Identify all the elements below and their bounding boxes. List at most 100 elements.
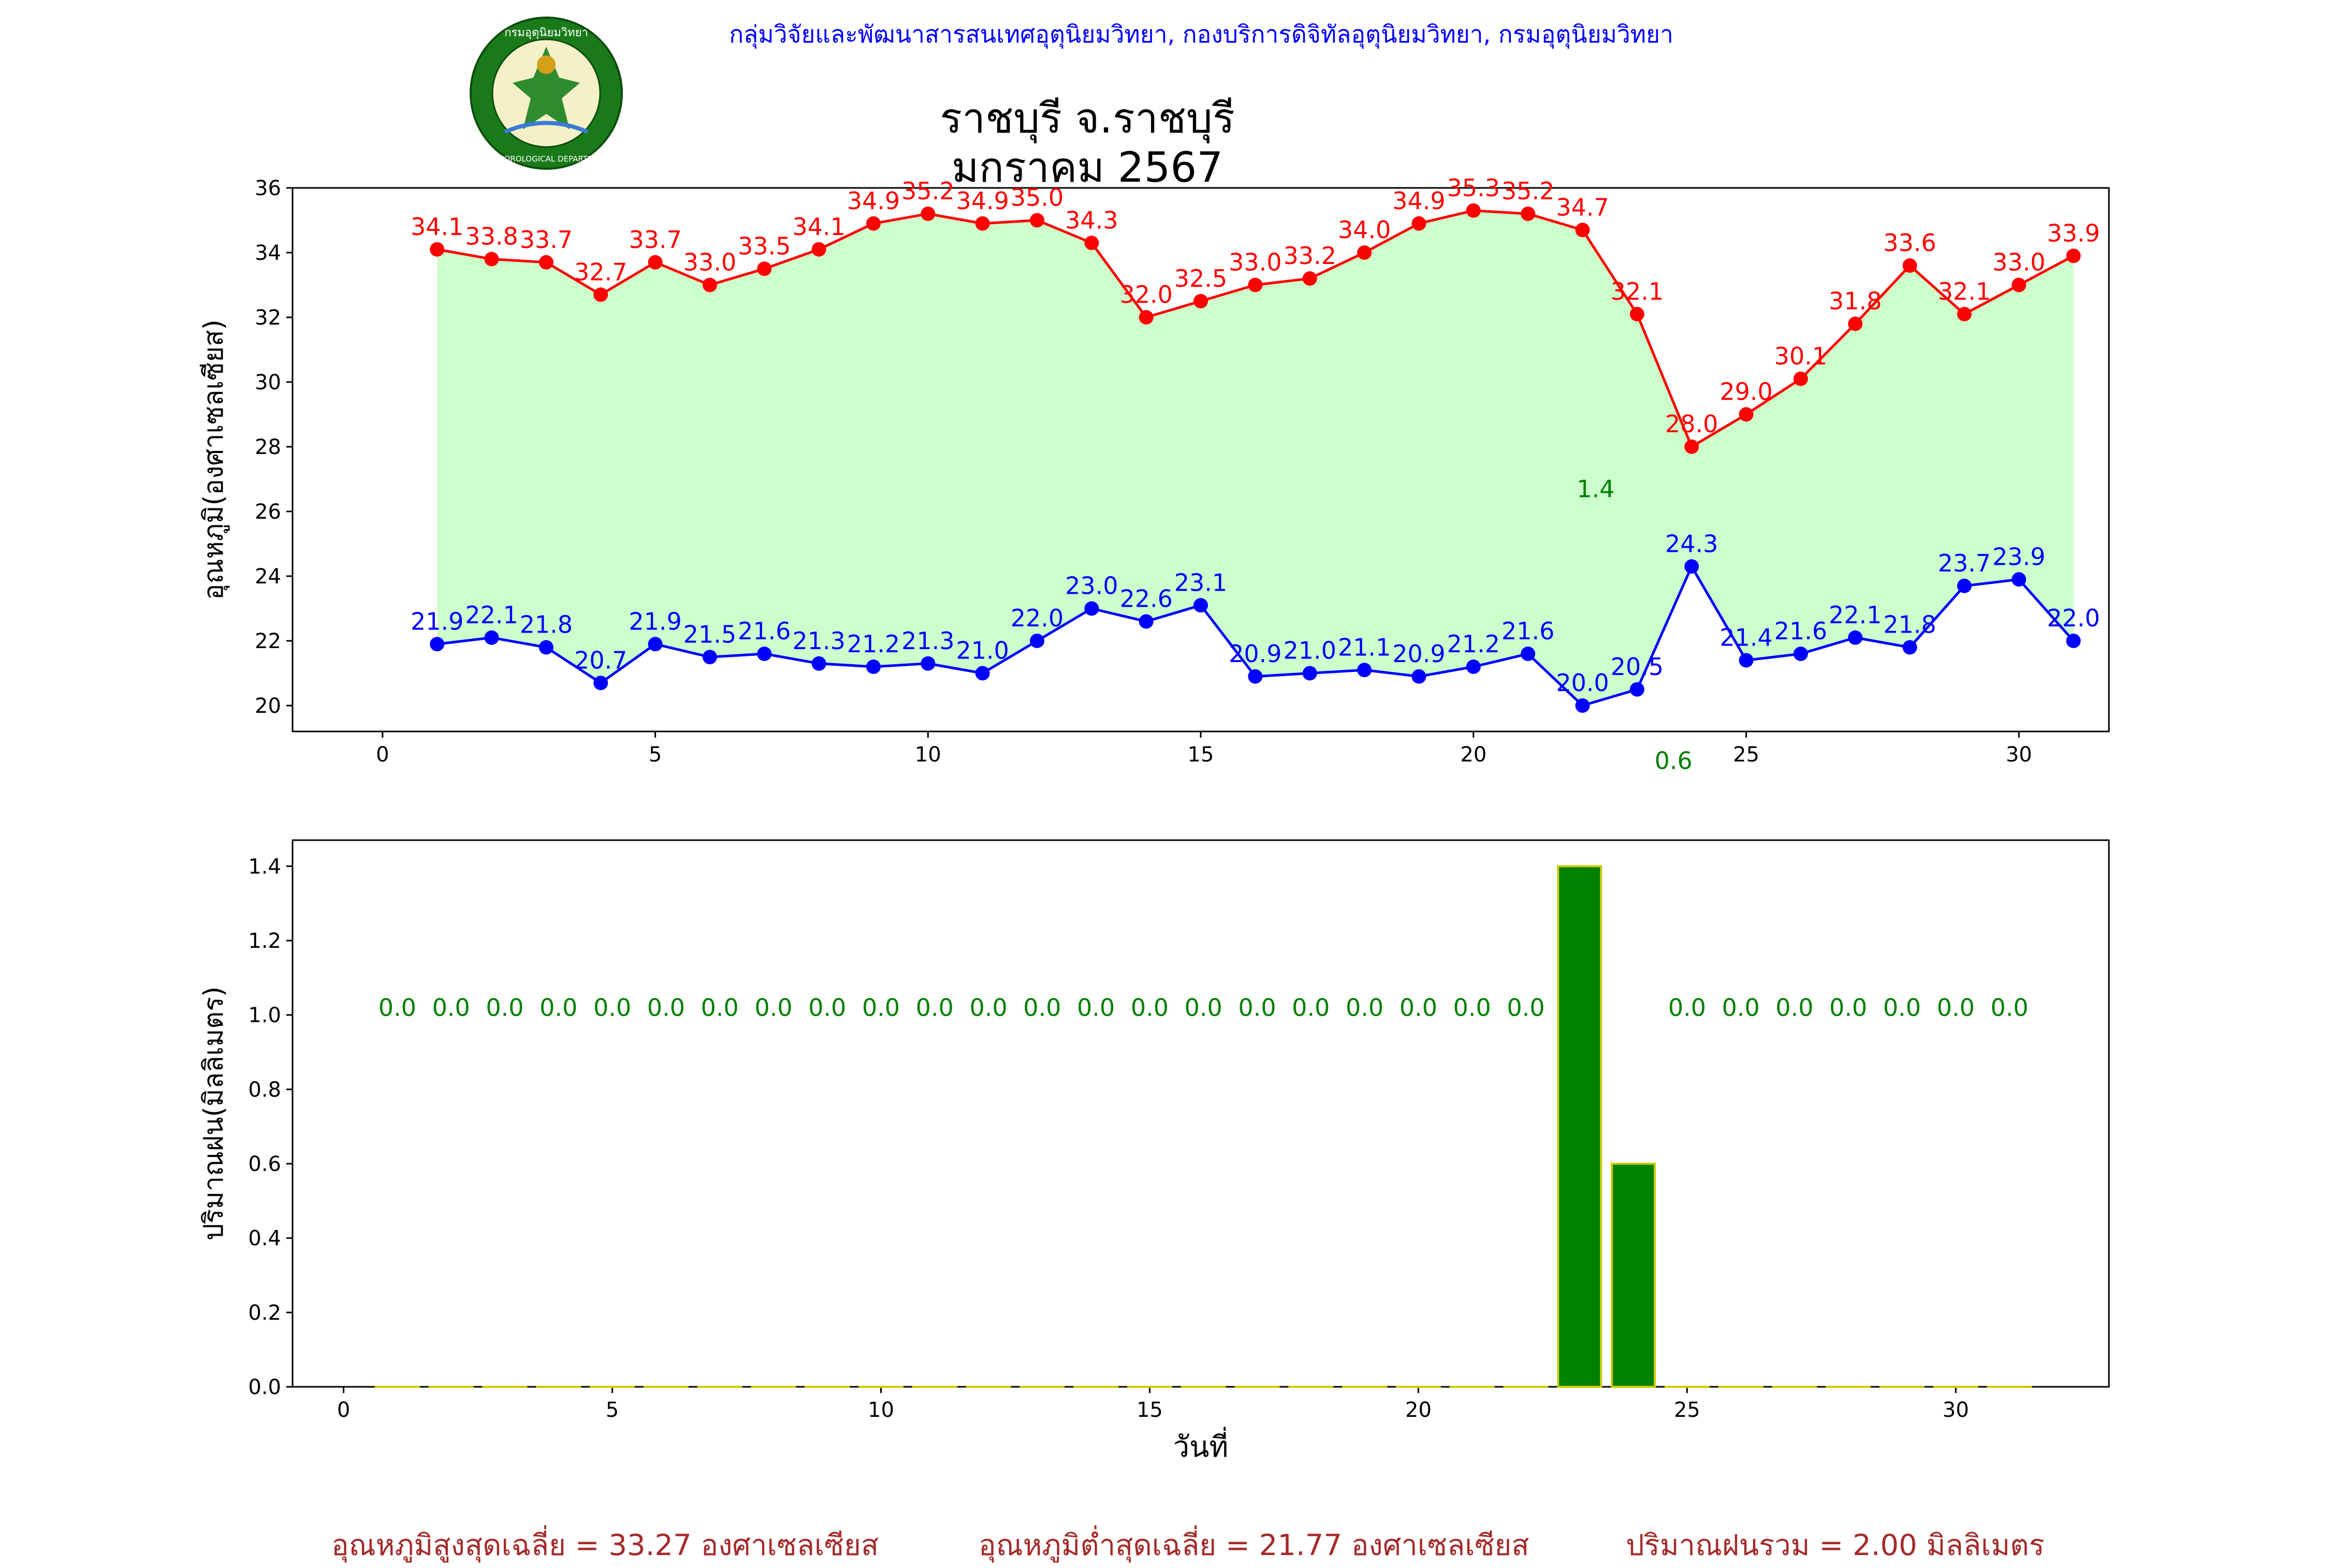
y-axis-label: อุณหภูมิ(องศาเซลเซียส) [198, 319, 230, 600]
y-axis-label: ปริมาณฝน(มิลลิเมตร) [198, 986, 229, 1240]
rain-bar [1558, 866, 1601, 1387]
max-temp-data-label: 35.0 [1011, 184, 1064, 212]
min-temp-data-label: 23.9 [1992, 543, 2045, 570]
y-tick-label: 34 [255, 241, 281, 265]
max-temp-point [2012, 278, 2026, 292]
rain-annotation: 1.4 [1577, 475, 1614, 503]
min-temp-data-label: 21.6 [1502, 617, 1554, 645]
min-temp-point [1521, 647, 1535, 661]
max-temp-data-label: 34.1 [411, 213, 463, 241]
min-temp-point [1139, 614, 1154, 629]
min-temp-point [757, 647, 771, 661]
max-temp-data-label: 32.1 [1611, 277, 1664, 305]
min-temp-data-label: 21.6 [738, 617, 791, 645]
min-temp-data-label: 21.8 [1883, 611, 1936, 639]
min-temp-data-label: 20.9 [1392, 640, 1445, 668]
max-temp-data-label: 33.8 [465, 223, 518, 251]
y-tick-label: 0.2 [248, 1301, 281, 1325]
min-temp-data-label: 21.2 [1447, 630, 1500, 658]
max-temp-point [1303, 271, 1317, 286]
max-temp-point [1084, 236, 1099, 250]
y-tick-label: 36 [255, 177, 281, 200]
y-tick-label: 1.4 [248, 855, 281, 878]
x-tick-label: 20 [1460, 743, 1487, 767]
max-temp-point [1575, 223, 1590, 237]
rain-bar-label: 0.0 [1722, 993, 1759, 1021]
min-temp-data-label: 23.7 [1938, 549, 1991, 577]
max-temp-data-label: 28.0 [1665, 410, 1718, 438]
min-temp-point [1739, 653, 1753, 668]
max-temp-data-label: 33.6 [1883, 229, 1936, 257]
min-temp-point [1193, 598, 1208, 612]
rain-bar-label: 0.0 [1292, 993, 1330, 1021]
min-temp-point [1357, 663, 1372, 677]
max-temp-data-label: 32.1 [1938, 277, 1991, 305]
rain-bar-label: 0.0 [969, 993, 1007, 1021]
rain-bar-label: 0.0 [378, 993, 416, 1021]
min-temp-data-label: 21.9 [411, 607, 463, 635]
x-tick-label: 15 [1188, 743, 1214, 767]
max-temp-data-label: 35.2 [901, 177, 954, 205]
min-temp-point [593, 676, 608, 690]
min-temp-point [539, 640, 554, 655]
x-tick-label: 30 [1943, 1398, 1969, 1422]
rain-bar-label: 0.0 [808, 993, 846, 1021]
max-temp-point [1411, 216, 1426, 231]
min-temp-data-label: 21.9 [629, 607, 681, 635]
rain-bar-label: 0.0 [754, 993, 792, 1021]
rain-bar-label: 0.0 [1775, 993, 1813, 1021]
min-temp-point [1957, 579, 1972, 593]
max-temp-data-label: 33.0 [1992, 248, 2045, 276]
y-tick-label: 30 [255, 371, 281, 394]
min-temp-point [1684, 559, 1699, 574]
min-temp-data-label: 22.6 [1119, 585, 1172, 613]
rain-bar-label: 0.0 [1937, 993, 1975, 1021]
max-temp-data-label: 32.7 [574, 258, 627, 286]
max-temp-point [485, 252, 499, 267]
rain-bar-label: 0.0 [1238, 993, 1276, 1021]
min-temp-point [1630, 682, 1644, 697]
min-temp-data-label: 23.0 [1065, 572, 1118, 600]
rain-bar-label: 0.0 [862, 993, 900, 1021]
max-temp-data-label: 34.9 [847, 187, 900, 215]
min-temp-point [2012, 572, 2026, 587]
min-temp-data-label: 21.5 [683, 620, 736, 648]
x-tick-label: 5 [606, 1398, 619, 1422]
max-temp-point [1030, 213, 1044, 228]
min-temp-point [1030, 634, 1044, 648]
min-temp-data-label: 20.9 [1229, 640, 1282, 668]
max-temp-point [757, 261, 771, 276]
rain-annotation: 0.6 [1655, 746, 1693, 774]
max-temp-point [1848, 317, 1862, 331]
x-tick-label: 25 [1733, 743, 1759, 767]
x-tick-label: 15 [1137, 1398, 1163, 1422]
max-temp-point [1521, 207, 1535, 221]
max-temp-point [703, 278, 717, 292]
max-temp-point [2066, 248, 2081, 263]
x-tick-label: 10 [868, 1398, 894, 1422]
y-tick-label: 24 [255, 565, 281, 589]
y-tick-label: 20 [255, 694, 281, 718]
max-temp-point [1684, 439, 1699, 454]
min-temp-data-label: 21.0 [1283, 637, 1336, 665]
max-temp-point [1794, 372, 1808, 386]
min-temp-point [485, 631, 499, 645]
footer-avg-min: อุณหภูมิต่ำสุดเฉลี่ย = 21.77 องศาเซลเซีย… [979, 1522, 1529, 1568]
max-temp-data-label: 35.3 [1447, 174, 1500, 202]
x-axis-label: วันที่ [1173, 1427, 1229, 1464]
max-temp-data-label: 32.0 [1119, 281, 1172, 309]
x-tick-label: 0 [337, 1398, 350, 1422]
max-temp-data-label: 33.0 [1229, 248, 1282, 276]
max-temp-point [1957, 307, 1972, 321]
min-temp-data-label: 21.4 [1720, 624, 1772, 652]
max-temp-point [921, 207, 935, 221]
x-tick-label: 25 [1674, 1398, 1700, 1422]
min-temp-data-label: 20.7 [574, 646, 627, 674]
min-temp-point [921, 656, 935, 671]
y-tick-label: 0.0 [248, 1375, 281, 1399]
max-temp-data-label: 34.1 [792, 213, 845, 241]
footer-avg-max: อุณหภูมิสูงสุดเฉลี่ย = 33.27 องศาเซลเซีย… [331, 1522, 879, 1568]
max-temp-point [1902, 258, 1917, 273]
min-temp-data-label: 22.0 [1011, 604, 1064, 632]
